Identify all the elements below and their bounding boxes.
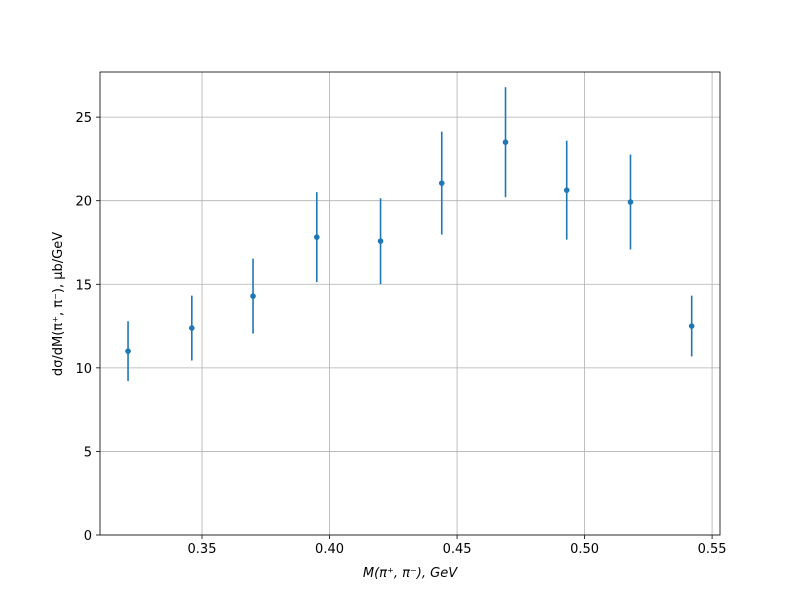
data-point	[313, 234, 320, 240]
data-point	[563, 187, 570, 193]
x-axis-label: M(π⁺, π⁻), GeV	[363, 566, 458, 581]
y-axis-label: dσ/dM(π⁺, π⁻), μb/GeV	[51, 232, 66, 376]
x-tick-label: 0.45	[443, 542, 472, 557]
x-tick-label: 0.40	[315, 542, 344, 557]
y-tick-label: 15	[75, 278, 92, 293]
y-tick-label: 5	[84, 445, 92, 460]
data-point	[438, 180, 445, 186]
data-point	[688, 323, 695, 329]
y-tick-label: 25	[75, 111, 92, 126]
plot-frame	[99, 71, 721, 536]
data-point	[627, 199, 634, 205]
x-tick-label: 0.55	[698, 542, 727, 557]
y-tick-label: 20	[75, 195, 92, 210]
x-tick-label: 0.35	[188, 542, 217, 557]
data-point	[250, 293, 256, 299]
y-tick-label: 0	[84, 529, 92, 544]
data-point	[125, 348, 131, 354]
data-point	[189, 325, 195, 331]
data-point	[502, 139, 509, 146]
x-tick-label: 0.50	[570, 542, 599, 557]
data-point	[377, 238, 384, 244]
y-tick-label: 10	[75, 362, 92, 377]
